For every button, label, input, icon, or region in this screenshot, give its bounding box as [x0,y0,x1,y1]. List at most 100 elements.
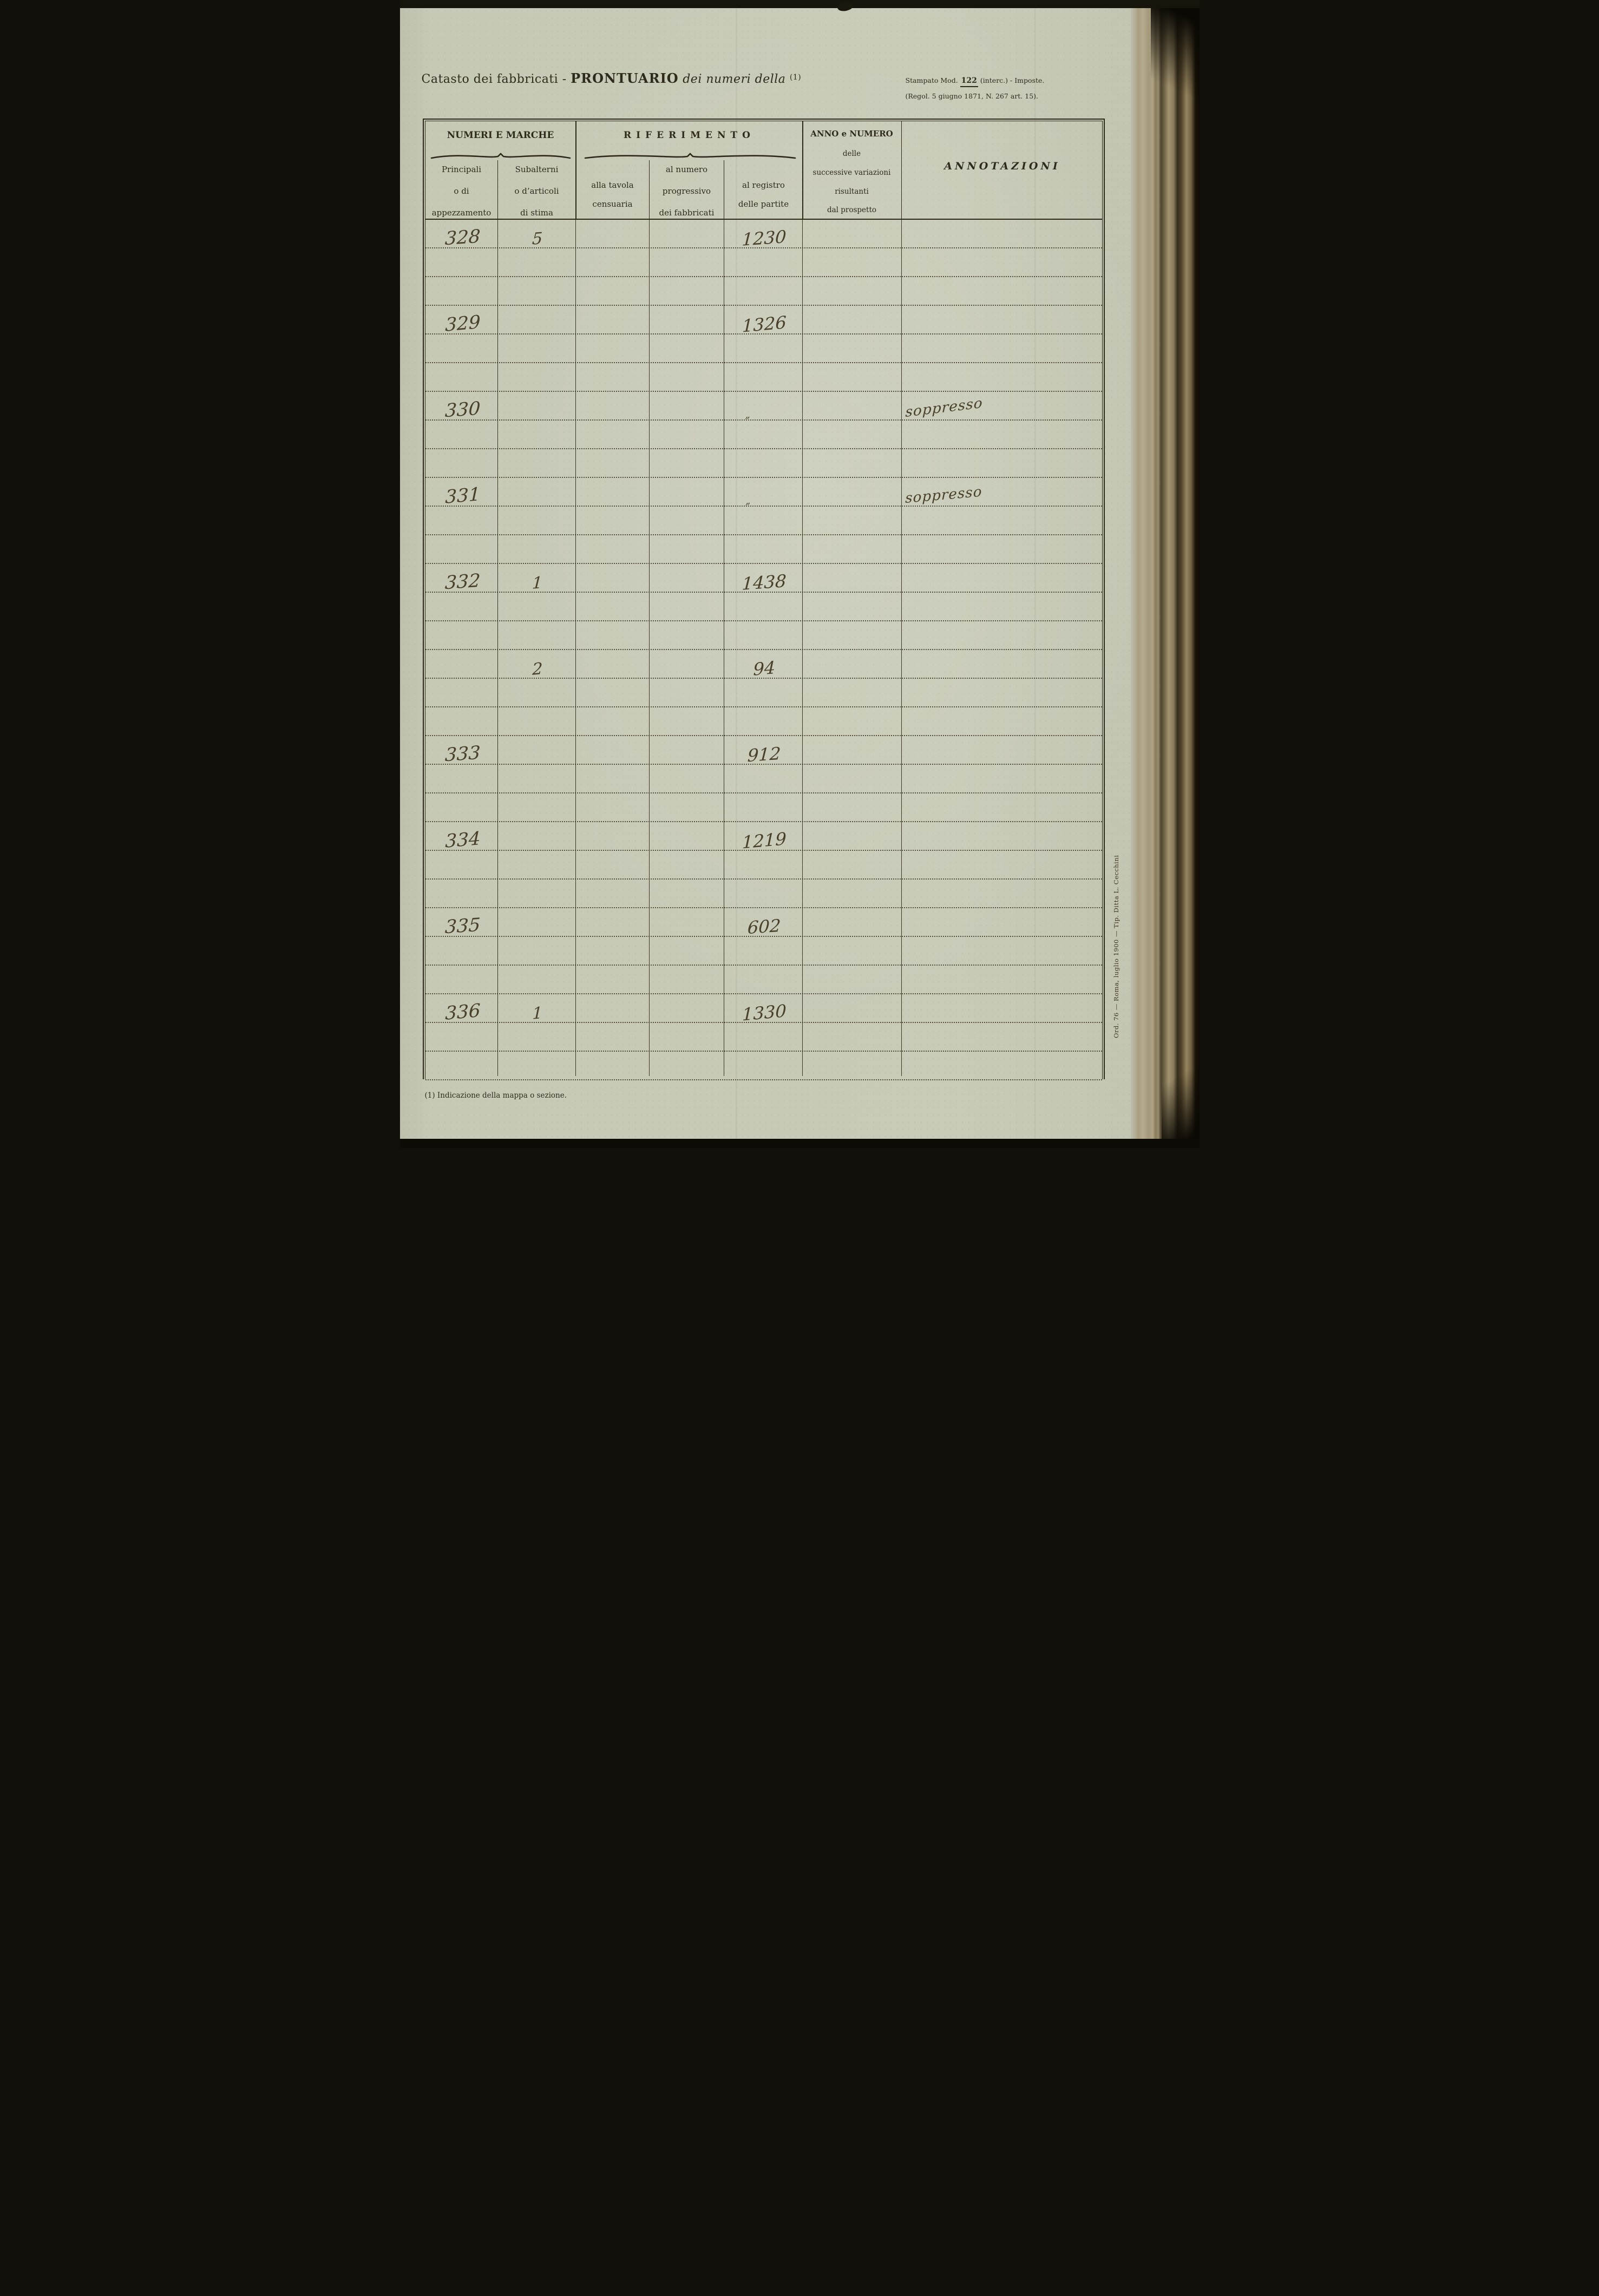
prontuario-table: NUMERI E MARCHE RIFERIMENTO Principali o… [422,119,1105,1080]
ruled-line [425,220,1102,248]
ruled-line [425,851,1102,880]
header-line: censuaria [592,199,633,209]
cell-subalterno: 5 [531,229,543,249]
ruled-line [425,449,1102,478]
ruled-line [425,306,1102,334]
column-header-annotazioni: ANNOTAZIONI [944,160,1060,172]
stamp-line1-prefix: Stampato Mod. [905,76,960,84]
header-line: delle partite [738,199,789,209]
stamp-line2: (Regol. 5 giugno 1871, N. 267 art. 15). [905,92,1039,100]
column-header-tavola: alla tavola censuaria [576,163,650,221]
header-divider [901,121,902,219]
header-line: dal prospetto [827,206,877,214]
table-row: 334 1219 [425,822,1102,908]
table-row: 336 1 1330 [425,994,1102,1080]
ruled-line [425,793,1102,822]
header-divider [723,160,724,219]
cell-principale: 336 [444,1000,481,1025]
ruled-line [425,564,1102,593]
ruled-line [425,392,1102,421]
ruled-line [425,679,1102,707]
ruled-line [425,478,1102,507]
scan-edge-bottom [399,1139,1200,1148]
header-line: progressivo [662,186,711,196]
header-line: al registro [742,180,785,190]
ruled-line [425,822,1102,851]
ruled-line [425,707,1102,736]
column-header-anno: ANNO e NUMERO [810,129,893,139]
group-header-numeri: NUMERI E MARCHE [447,130,554,141]
table-row: 330 „ soppresso [425,392,1102,478]
ruled-line [425,277,1102,306]
column-line [802,220,803,1076]
book-page-edges [1130,0,1200,1148]
cell-principale: 333 [444,742,481,766]
stamp-model-number: 122 [960,76,978,87]
ruled-line [425,994,1102,1023]
ruled-line [425,621,1102,650]
header-divider-heavy [575,121,576,219]
header-line: Principali [441,165,482,174]
cell-principale: 334 [444,828,481,852]
ruled-line [425,248,1102,277]
header-divider [497,160,498,219]
ruled-line [425,736,1102,765]
header-line: delle [842,149,861,158]
column-line [723,220,724,1076]
brace-decoration [584,153,796,159]
table-row: 328 5 1230 [425,220,1102,306]
ruled-line [425,966,1102,994]
scanned-register-page: Catasto dei fabbricati - PRONTUARIO dei … [399,0,1200,1148]
cell-principale: 331 [444,483,481,508]
cell-registro: 912 [746,743,781,766]
table-row: 333 912 [425,736,1102,822]
table-row: 329 1326 [425,306,1102,392]
cell-subalterno: 1 [531,573,543,593]
header-line: o d’articoli [514,186,559,196]
header-line: Subalterni [515,165,559,174]
header-line: appezzamento [431,208,492,218]
printer-imprint: Ord. 76 — Roma, luglio 1900 — Tip. Ditta… [1112,855,1120,1038]
table-row: 332 1 1438 [425,564,1102,650]
ruled-line [425,593,1102,621]
ruled-line [425,908,1102,937]
ruled-line [425,937,1102,966]
column-header-subalterni: Subalterni o d’articoli di stima [498,163,576,222]
column-header-principali: Principali o di appezzamento [425,163,498,222]
table-row: 335 602 [425,908,1102,994]
ruled-line [425,363,1102,392]
header-line: alla tavola [591,180,634,190]
cell-registro: 602 [746,915,781,939]
column-line [901,220,902,1076]
header-line: di stima [520,208,553,218]
ruled-line [425,535,1102,564]
cell-principale: 332 [444,569,481,594]
ruled-line [425,507,1102,535]
paper-crease [735,0,737,1148]
title-word: PRONTUARIO [571,70,679,86]
header-line: risultanti [835,187,869,196]
header-line: o di [454,186,469,196]
column-header-progressivo: al numero progressivo dei fabbricati [650,163,724,222]
cell-registro: 1230 [741,226,787,250]
ruled-line [425,650,1102,679]
header-divider [648,160,650,219]
table-row: 331 „ soppresso [425,478,1102,564]
header-line: dei fabbricati [659,208,715,218]
page-title: Catasto dei fabbricati - PRONTUARIO dei … [422,70,802,86]
ruled-line [425,880,1102,908]
column-line [575,220,576,1076]
stamp-line1-suffix: (interc.) - Imposte. [978,76,1045,84]
cell-principale: 335 [444,914,481,939]
ruled-line [425,1023,1102,1052]
page-footnote: (1) Indicazione della mappa o sezione. [424,1091,567,1100]
ruled-line [425,765,1102,793]
cell-registro: 1438 [741,570,787,594]
stamp-block: Stampato Mod. 122 (interc.) - Imposte. (… [906,74,1104,103]
ruled-line [425,334,1102,363]
table-row: 2 94 [425,650,1102,736]
cell-registro-ditto: „ [744,409,751,421]
column-line [648,220,650,1076]
column-header-registro: al registro delle partite [724,163,803,221]
title-footnote-ref: (1) [789,73,802,82]
